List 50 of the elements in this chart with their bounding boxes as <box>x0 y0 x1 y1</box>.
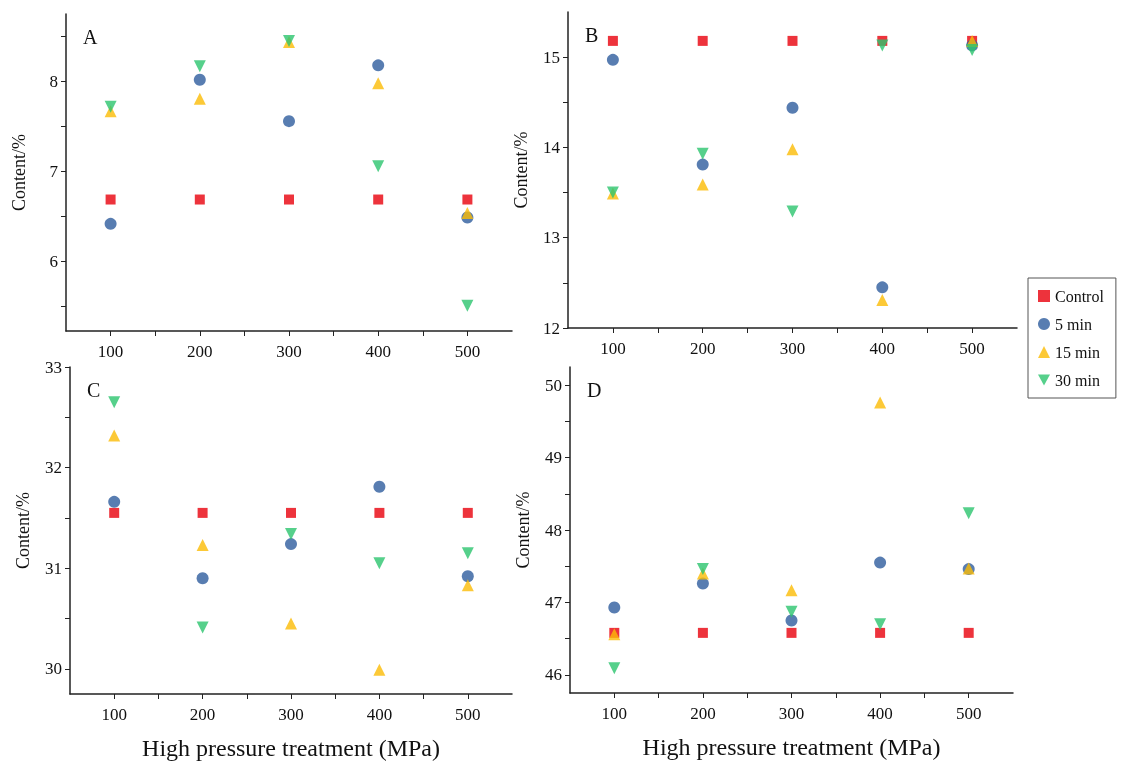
x-tick-label: 300 <box>779 339 806 358</box>
x-tick-label: 200 <box>689 339 716 358</box>
y-tick-label: 7 <box>49 162 59 182</box>
x-tick-label: 500 <box>959 339 985 358</box>
x-tick-label: 100 <box>97 342 124 361</box>
text: B <box>585 24 599 46</box>
y-tick-label: 30 <box>45 659 62 679</box>
x-tick-label: 300 <box>778 704 805 723</box>
y-tick-label: 48 <box>545 520 562 540</box>
x-tick-label: 100 <box>101 705 127 724</box>
legend-label: 30 min <box>1055 371 1100 389</box>
x-tick-label: 300 <box>276 342 302 361</box>
y-tick-label: 6 <box>49 252 58 272</box>
y-tick-label: 47 <box>545 592 563 612</box>
x-tick-label: 200 <box>189 705 216 724</box>
x-tick-label: 500 <box>455 705 481 724</box>
legend-label: Control <box>1055 287 1105 305</box>
y-tick-label: 8 <box>49 72 58 92</box>
y-tick-label: 46 <box>545 665 562 685</box>
x-tick-label: 100 <box>601 704 628 723</box>
x-axis-title: High pressure treatment (MPa) <box>142 735 440 761</box>
y-tick-label: 12 <box>543 318 560 338</box>
x-tick-label: 300 <box>278 705 304 724</box>
legend-label: 5 min <box>1055 315 1092 333</box>
x-tick-label: 400 <box>366 705 393 724</box>
y-tick-label: 14 <box>543 137 561 157</box>
x-tick-label: 500 <box>454 342 481 361</box>
x-tick-label: 200 <box>690 704 716 723</box>
text: A <box>83 26 98 48</box>
y-axis-title: Content/% <box>9 134 29 211</box>
y-axis-title: Content/% <box>13 492 33 569</box>
x-tick-label: 400 <box>869 339 896 358</box>
y-tick-label: 49 <box>545 448 562 468</box>
y-tick-label: 13 <box>543 228 560 248</box>
y-axis-title: Content/% <box>513 491 533 569</box>
y-tick-label: 33 <box>45 357 62 377</box>
text: D <box>587 379 602 401</box>
text: C <box>87 379 101 401</box>
legend-label: 15 min <box>1055 343 1100 361</box>
x-axis-title: High pressure treatment (MPa) <box>642 734 941 760</box>
y-tick-label: 32 <box>45 458 62 478</box>
x-tick-label: 500 <box>955 704 982 723</box>
x-tick-label: 100 <box>600 339 626 358</box>
x-tick-label: 400 <box>867 704 893 723</box>
y-tick-label: 15 <box>543 47 560 67</box>
x-tick-label: 400 <box>365 342 391 361</box>
y-axis-title: Content/% <box>511 131 531 209</box>
y-tick-label: 50 <box>545 375 562 395</box>
y-tick-label: 31 <box>45 558 62 578</box>
x-tick-label: 200 <box>187 342 213 361</box>
